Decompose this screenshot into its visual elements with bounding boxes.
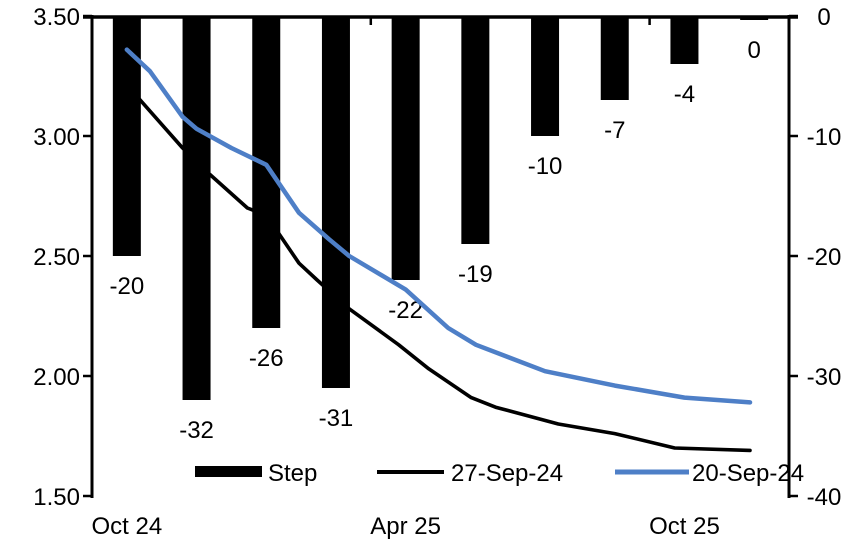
legend-label-27-sep-24: 27-Sep-24 bbox=[451, 460, 563, 487]
legend-swatch-step bbox=[195, 466, 262, 477]
series-line-27-sep-24 bbox=[125, 91, 752, 453]
bar-value-label: -19 bbox=[458, 261, 493, 288]
left-axis-tick-label: 2.50 bbox=[33, 244, 80, 271]
right-axis-tick-label: -40 bbox=[807, 484, 842, 511]
step-bar bbox=[461, 16, 490, 244]
series-line-20-sep-24 bbox=[124, 47, 753, 405]
x-axis-label: Oct 25 bbox=[649, 513, 720, 540]
step-bar bbox=[252, 16, 281, 328]
step-bar bbox=[321, 16, 350, 388]
left-axis-tick-label: 2.00 bbox=[33, 364, 80, 391]
right-axis-tick-label: -30 bbox=[807, 364, 842, 391]
legend-label-step: Step bbox=[268, 460, 317, 487]
bar-value-label: -7 bbox=[604, 117, 625, 144]
bar-value-label: -4 bbox=[674, 81, 695, 108]
step-bar bbox=[600, 16, 629, 100]
right-axis-tick-label: -20 bbox=[807, 244, 842, 271]
left-axis-tick-label: 3.00 bbox=[33, 124, 80, 151]
right-axis-tick-label: 0 bbox=[817, 4, 830, 31]
step-bar bbox=[531, 16, 560, 136]
step-bar bbox=[670, 16, 699, 64]
bar-value-label: 0 bbox=[747, 37, 760, 64]
legend-label-20-sep-24: 20-Sep-24 bbox=[692, 460, 804, 487]
x-axis-label: Oct 24 bbox=[91, 513, 162, 540]
step-bar bbox=[740, 16, 769, 20]
bar-value-label: -20 bbox=[110, 273, 145, 300]
step-bar bbox=[182, 16, 211, 400]
bar-value-label: -26 bbox=[249, 345, 284, 372]
step-bar bbox=[391, 16, 420, 280]
x-axis-label: Apr 25 bbox=[370, 513, 441, 540]
right-axis-tick-label: -10 bbox=[807, 124, 842, 151]
bar-value-label: -31 bbox=[319, 405, 354, 432]
left-axis-tick-label: 3.50 bbox=[33, 4, 80, 31]
bar-value-label: -10 bbox=[528, 153, 563, 180]
bar-value-label: -32 bbox=[179, 417, 214, 444]
left-axis-tick-label: 1.50 bbox=[33, 484, 80, 511]
